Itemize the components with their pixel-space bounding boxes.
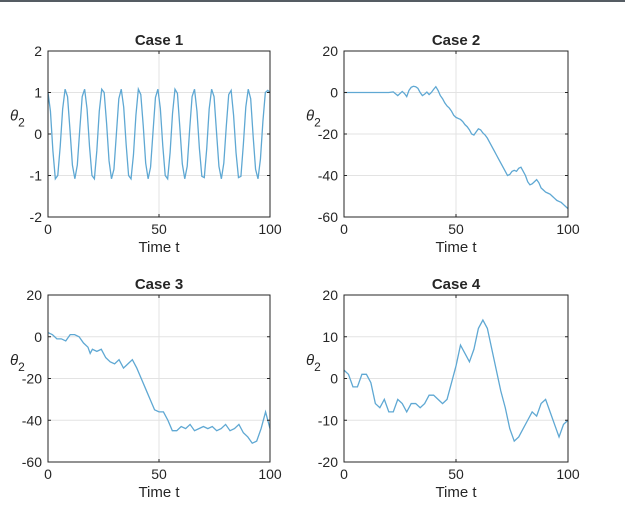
y-axis-label: θ2	[306, 352, 321, 374]
chart-title: Case 3	[135, 276, 183, 293]
y-tick-label: -20	[22, 371, 42, 387]
series-line	[47, 331, 271, 445]
y-tick-label: 2	[34, 43, 42, 59]
x-axis-label: Time t	[435, 239, 477, 256]
y-tick-label: -10	[318, 412, 338, 428]
chart-panel-4: 0 50 100 -20 -10 0 10 20 Case 4 Time t θ2	[306, 276, 580, 501]
y-axis-label: θ2	[306, 108, 321, 130]
chart-title: Case 2	[432, 32, 480, 49]
series-line	[343, 318, 569, 443]
x-tick-label: 0	[340, 221, 348, 237]
series-line	[47, 86, 271, 181]
top-border	[0, 0, 625, 2]
x-tick-label: 100	[258, 221, 282, 237]
x-axis-label: Time t	[138, 484, 180, 501]
x-tick-label: 100	[258, 466, 282, 482]
y-tick-label: -1	[30, 168, 43, 184]
y-tick-label: 20	[322, 43, 338, 59]
x-tick-label: 50	[448, 221, 464, 237]
y-tick-label: -60	[22, 454, 42, 470]
y-tick-label: 20	[26, 287, 42, 303]
y-tick-label: 10	[322, 329, 338, 345]
series-line	[344, 85, 569, 210]
chart-panel-2: 0 50 100 -60 -40 -20 0 20 Case 2 Time t θ2	[306, 32, 580, 256]
y-axis-label: θ2	[10, 352, 25, 374]
y-tick-label: -40	[22, 412, 42, 428]
y-tick-label: -40	[318, 168, 338, 184]
x-tick-label: 50	[448, 466, 464, 482]
y-tick-label: -2	[30, 209, 43, 225]
chart-panel-1: 0 50 100 -2 -1 0 1 2 Case 1 Time t θ2	[10, 32, 282, 256]
y-tick-label: -20	[318, 126, 338, 142]
x-tick-label: 0	[44, 466, 52, 482]
x-axis-label: Time t	[138, 239, 180, 256]
y-tick-label: 0	[34, 126, 42, 142]
x-tick-label: 0	[44, 221, 52, 237]
y-tick-label: 1	[34, 85, 42, 101]
chart-title: Case 4	[432, 276, 481, 293]
y-tick-label: 0	[34, 329, 42, 345]
y-tick-label: 20	[322, 287, 338, 303]
chart-title: Case 1	[135, 32, 183, 49]
x-tick-label: 50	[151, 466, 167, 482]
x-axis-label: Time t	[435, 484, 477, 501]
x-tick-label: 0	[340, 466, 348, 482]
x-tick-label: 100	[556, 221, 580, 237]
chart-panel-3: 0 50 100 -60 -40 -20 0 20 Case 3 Time t θ2	[10, 276, 282, 501]
x-tick-label: 50	[151, 221, 167, 237]
y-axis-label: θ2	[10, 108, 25, 130]
y-tick-label: -60	[318, 209, 338, 225]
y-tick-label: 0	[330, 85, 338, 101]
y-tick-label: -20	[318, 454, 338, 470]
y-tick-label: 0	[330, 371, 338, 387]
x-tick-label: 100	[556, 466, 580, 482]
